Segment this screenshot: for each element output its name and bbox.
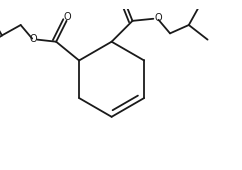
Text: O: O — [119, 0, 127, 1]
Text: O: O — [155, 13, 162, 23]
Text: O: O — [64, 12, 71, 22]
Text: O: O — [29, 34, 37, 44]
